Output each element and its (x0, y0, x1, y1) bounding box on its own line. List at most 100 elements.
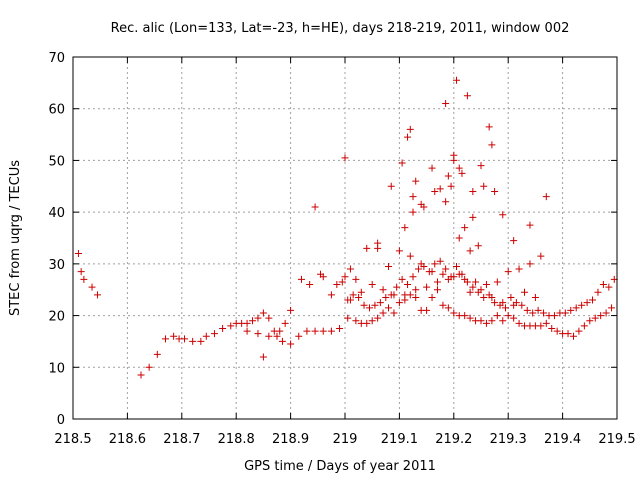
data-point (510, 314, 518, 322)
data-point (537, 252, 545, 260)
data-point (406, 125, 414, 133)
data-point (564, 330, 572, 338)
data-point (504, 268, 512, 276)
data-point (493, 278, 501, 286)
data-point (189, 337, 197, 345)
data-point (365, 304, 373, 312)
data-point (550, 312, 558, 320)
data-point (436, 257, 444, 265)
data-point (161, 335, 169, 343)
data-point (276, 327, 284, 335)
data-point (469, 213, 477, 221)
data-point (227, 322, 235, 330)
data-point (480, 182, 488, 190)
axis-ticks (72, 56, 618, 420)
data-point (450, 151, 458, 159)
data-point (265, 314, 273, 322)
data-point (295, 332, 303, 340)
x-tick-label: 218.9 (272, 432, 309, 447)
data-point (311, 327, 319, 335)
data-point (469, 283, 477, 291)
y-tick-labels: 0 10 20 30 40 50 60 70 (48, 51, 65, 428)
data-point (501, 304, 509, 312)
y-tick-label: 40 (48, 206, 65, 221)
data-point (219, 325, 227, 332)
data-point (537, 322, 545, 330)
data-point (439, 270, 447, 278)
data-point (466, 247, 474, 255)
data-point (444, 172, 452, 180)
data-point (442, 265, 450, 273)
data-point (319, 273, 327, 281)
data-point (594, 288, 602, 296)
y-tick-label: 50 (48, 154, 65, 169)
data-point (385, 262, 393, 270)
data-point (442, 100, 450, 108)
x-tick-label: 218.5 (54, 432, 91, 447)
data-point (88, 283, 96, 291)
data-point (409, 273, 417, 281)
data-point (461, 275, 469, 283)
data-point (417, 260, 425, 268)
data-point (499, 211, 507, 219)
data-point (390, 291, 398, 299)
data-point (466, 314, 474, 322)
data-point (447, 182, 455, 190)
data-point (453, 76, 461, 84)
data-point (202, 332, 210, 340)
data-point (273, 332, 281, 340)
data-point (341, 273, 349, 281)
data-point (287, 340, 295, 348)
data-point (583, 299, 591, 307)
x-tick-label: 219.4 (544, 432, 581, 447)
data-point (385, 304, 393, 312)
data-point (515, 265, 523, 273)
data-point (398, 275, 406, 283)
data-point (488, 293, 496, 301)
data-point (352, 317, 360, 325)
data-point (414, 265, 422, 273)
data-point (352, 275, 360, 283)
data-point (599, 281, 607, 289)
data-point (531, 293, 539, 301)
data-point (93, 291, 101, 299)
data-point (319, 327, 327, 335)
data-point (387, 182, 395, 190)
data-point (575, 327, 583, 335)
data-point (510, 237, 518, 245)
data-point (608, 304, 616, 312)
data-point (507, 293, 515, 301)
data-point (431, 187, 439, 195)
data-point (580, 322, 588, 330)
data-point (346, 296, 354, 304)
data-point (278, 337, 286, 345)
x-tick-label: 218.8 (218, 432, 255, 447)
data-point (450, 273, 458, 281)
data-point (390, 309, 398, 317)
data-point (515, 319, 523, 327)
data-point (572, 304, 580, 312)
data-point (336, 325, 344, 332)
data-point (499, 317, 507, 325)
data-point (153, 350, 161, 358)
data-point (526, 221, 534, 229)
data-point (450, 309, 458, 317)
data-point (455, 164, 463, 172)
y-tick-label: 0 (57, 413, 65, 428)
data-point (521, 288, 529, 296)
data-point (493, 312, 501, 320)
data-point (472, 278, 480, 286)
data-point (485, 123, 493, 131)
data-point (602, 309, 610, 317)
data-point (428, 164, 436, 172)
data-point (259, 353, 267, 361)
x-tick-label: 219 (333, 432, 358, 447)
x-tick-label: 219.3 (490, 432, 527, 447)
x-tick-label: 219.2 (435, 432, 472, 447)
data-point (488, 141, 496, 149)
data-point (259, 309, 267, 317)
data-point (355, 293, 363, 301)
data-point (379, 309, 387, 317)
data-point (510, 301, 518, 309)
